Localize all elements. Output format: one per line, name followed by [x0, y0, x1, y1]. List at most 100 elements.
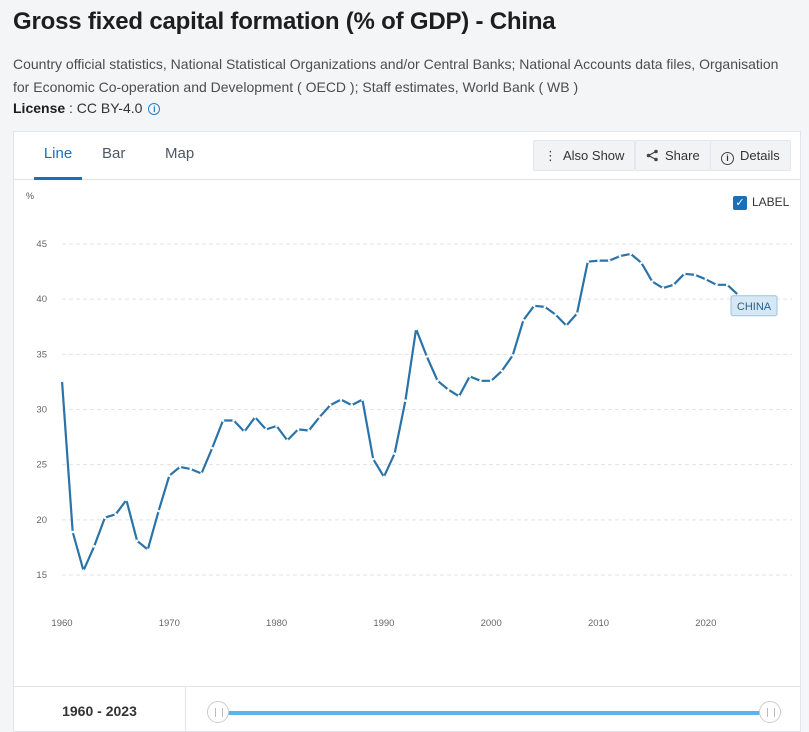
data-point: [618, 254, 622, 258]
data-point: [296, 428, 300, 431]
label-checkbox-text: LABEL: [752, 195, 790, 209]
data-point: [286, 439, 289, 442]
line-chart: % 15 20 25 30 35 40 45 1960 1970 1980 1990 2000 2010 2…: [26, 191, 792, 629]
y-tick-label: 45: [36, 239, 47, 250]
data-point: [307, 429, 311, 432]
label-checkbox[interactable]: ✓: [733, 196, 747, 210]
data-point: [275, 424, 278, 428]
license-label: License: [13, 100, 66, 116]
share-icon: [646, 141, 659, 170]
chart-panel: Line Bar Map ⋮ Also Show Share i Details ✓…: [13, 131, 801, 732]
data-point: [683, 272, 686, 276]
also-show-button[interactable]: ⋮ Also Show: [533, 140, 636, 171]
data-point: [586, 260, 590, 263]
data-point: [661, 286, 665, 290]
y-tick-label: 20: [36, 515, 47, 526]
license-value: : CC BY-4.0: [65, 100, 143, 116]
share-label: Share: [665, 148, 700, 163]
license: License : CC BY-4.0 i: [13, 100, 161, 116]
view-tabs: Line Bar Map ⋮ Also Show Share i Details: [14, 132, 800, 180]
data-point: [328, 403, 332, 407]
data-point: [243, 430, 246, 433]
range-end: 2023: [105, 703, 137, 719]
range-bar: 1960 - 2023: [14, 686, 800, 732]
data-point: [371, 457, 375, 461]
y-tick-label: 30: [36, 405, 47, 416]
data-point: [264, 428, 268, 431]
data-point: [404, 399, 407, 402]
data-point: [125, 498, 128, 502]
y-tick-label: 25: [36, 460, 47, 471]
data-point: [436, 379, 439, 383]
x-tick-label: 1970: [159, 618, 180, 629]
source-text: Country official statistics, National St…: [13, 56, 779, 95]
y-axis-unit: %: [26, 191, 34, 201]
data-point: [189, 467, 193, 471]
series-line-china: [60, 252, 739, 572]
info-icon[interactable]: i: [148, 103, 161, 115]
data-point: [232, 419, 235, 422]
x-tick-label: 1980: [266, 618, 287, 629]
data-point: [489, 379, 493, 383]
tab-map[interactable]: Map: [165, 145, 195, 162]
data-point: [650, 280, 654, 283]
x-tick-label: 1990: [373, 618, 394, 629]
data-point: [468, 375, 472, 378]
data-point: [178, 465, 182, 469]
data-point: [339, 398, 343, 401]
also-show-label: Also Show: [563, 148, 625, 163]
range-end-handle[interactable]: [759, 701, 781, 723]
data-point: [565, 324, 568, 327]
range-start: 1960: [62, 703, 94, 719]
data-point: [479, 379, 482, 383]
details-button[interactable]: i Details: [710, 140, 791, 171]
data-point: [672, 283, 675, 287]
data-point: [640, 261, 643, 265]
data-point: [82, 569, 85, 572]
data-point: [457, 394, 461, 398]
data-point: [575, 312, 579, 315]
data-point: [135, 539, 139, 543]
details-info-icon: i: [721, 152, 734, 165]
data-point: [425, 355, 429, 358]
data-point: [532, 304, 536, 308]
data-point: [210, 446, 214, 450]
more-vertical-icon: ⋮: [544, 148, 557, 163]
data-point: [350, 403, 354, 407]
data-point: [71, 530, 75, 534]
page-title: Gross fixed capital formation (% of GDP)…: [13, 8, 556, 35]
tab-line[interactable]: Line: [34, 132, 82, 180]
y-tick-label: 15: [36, 570, 47, 581]
series-label-box: [730, 295, 778, 317]
range-separator: -: [93, 703, 106, 719]
data-point: [92, 545, 96, 548]
series-label-text: CHINA: [737, 301, 772, 313]
data-point: [725, 283, 729, 287]
data-point: [361, 398, 364, 401]
data-point: [103, 516, 107, 519]
data-point: [597, 259, 600, 262]
data-point: [168, 474, 171, 478]
data-point: [522, 318, 525, 322]
data-point: [414, 327, 418, 331]
range-slider-track[interactable]: [219, 711, 772, 715]
data-point: [607, 259, 611, 262]
y-tick-label: 40: [36, 294, 47, 305]
data-point: [146, 548, 150, 551]
x-tick-label: 2000: [481, 618, 502, 629]
x-tick-label: 2020: [695, 618, 716, 629]
data-point: [629, 252, 632, 256]
data-point: [543, 305, 547, 309]
share-button[interactable]: Share: [635, 140, 711, 171]
data-point: [393, 452, 396, 455]
range-start-handle[interactable]: [207, 701, 229, 723]
data-point: [693, 273, 697, 277]
tab-bar[interactable]: Bar: [102, 145, 126, 162]
data-point: [253, 415, 257, 419]
data-point: [511, 354, 514, 357]
data-point: [500, 369, 504, 373]
series-label-china: CHINA: [730, 295, 778, 317]
data-point: [554, 313, 557, 316]
data-point: [446, 388, 450, 391]
data-point: [60, 379, 64, 383]
